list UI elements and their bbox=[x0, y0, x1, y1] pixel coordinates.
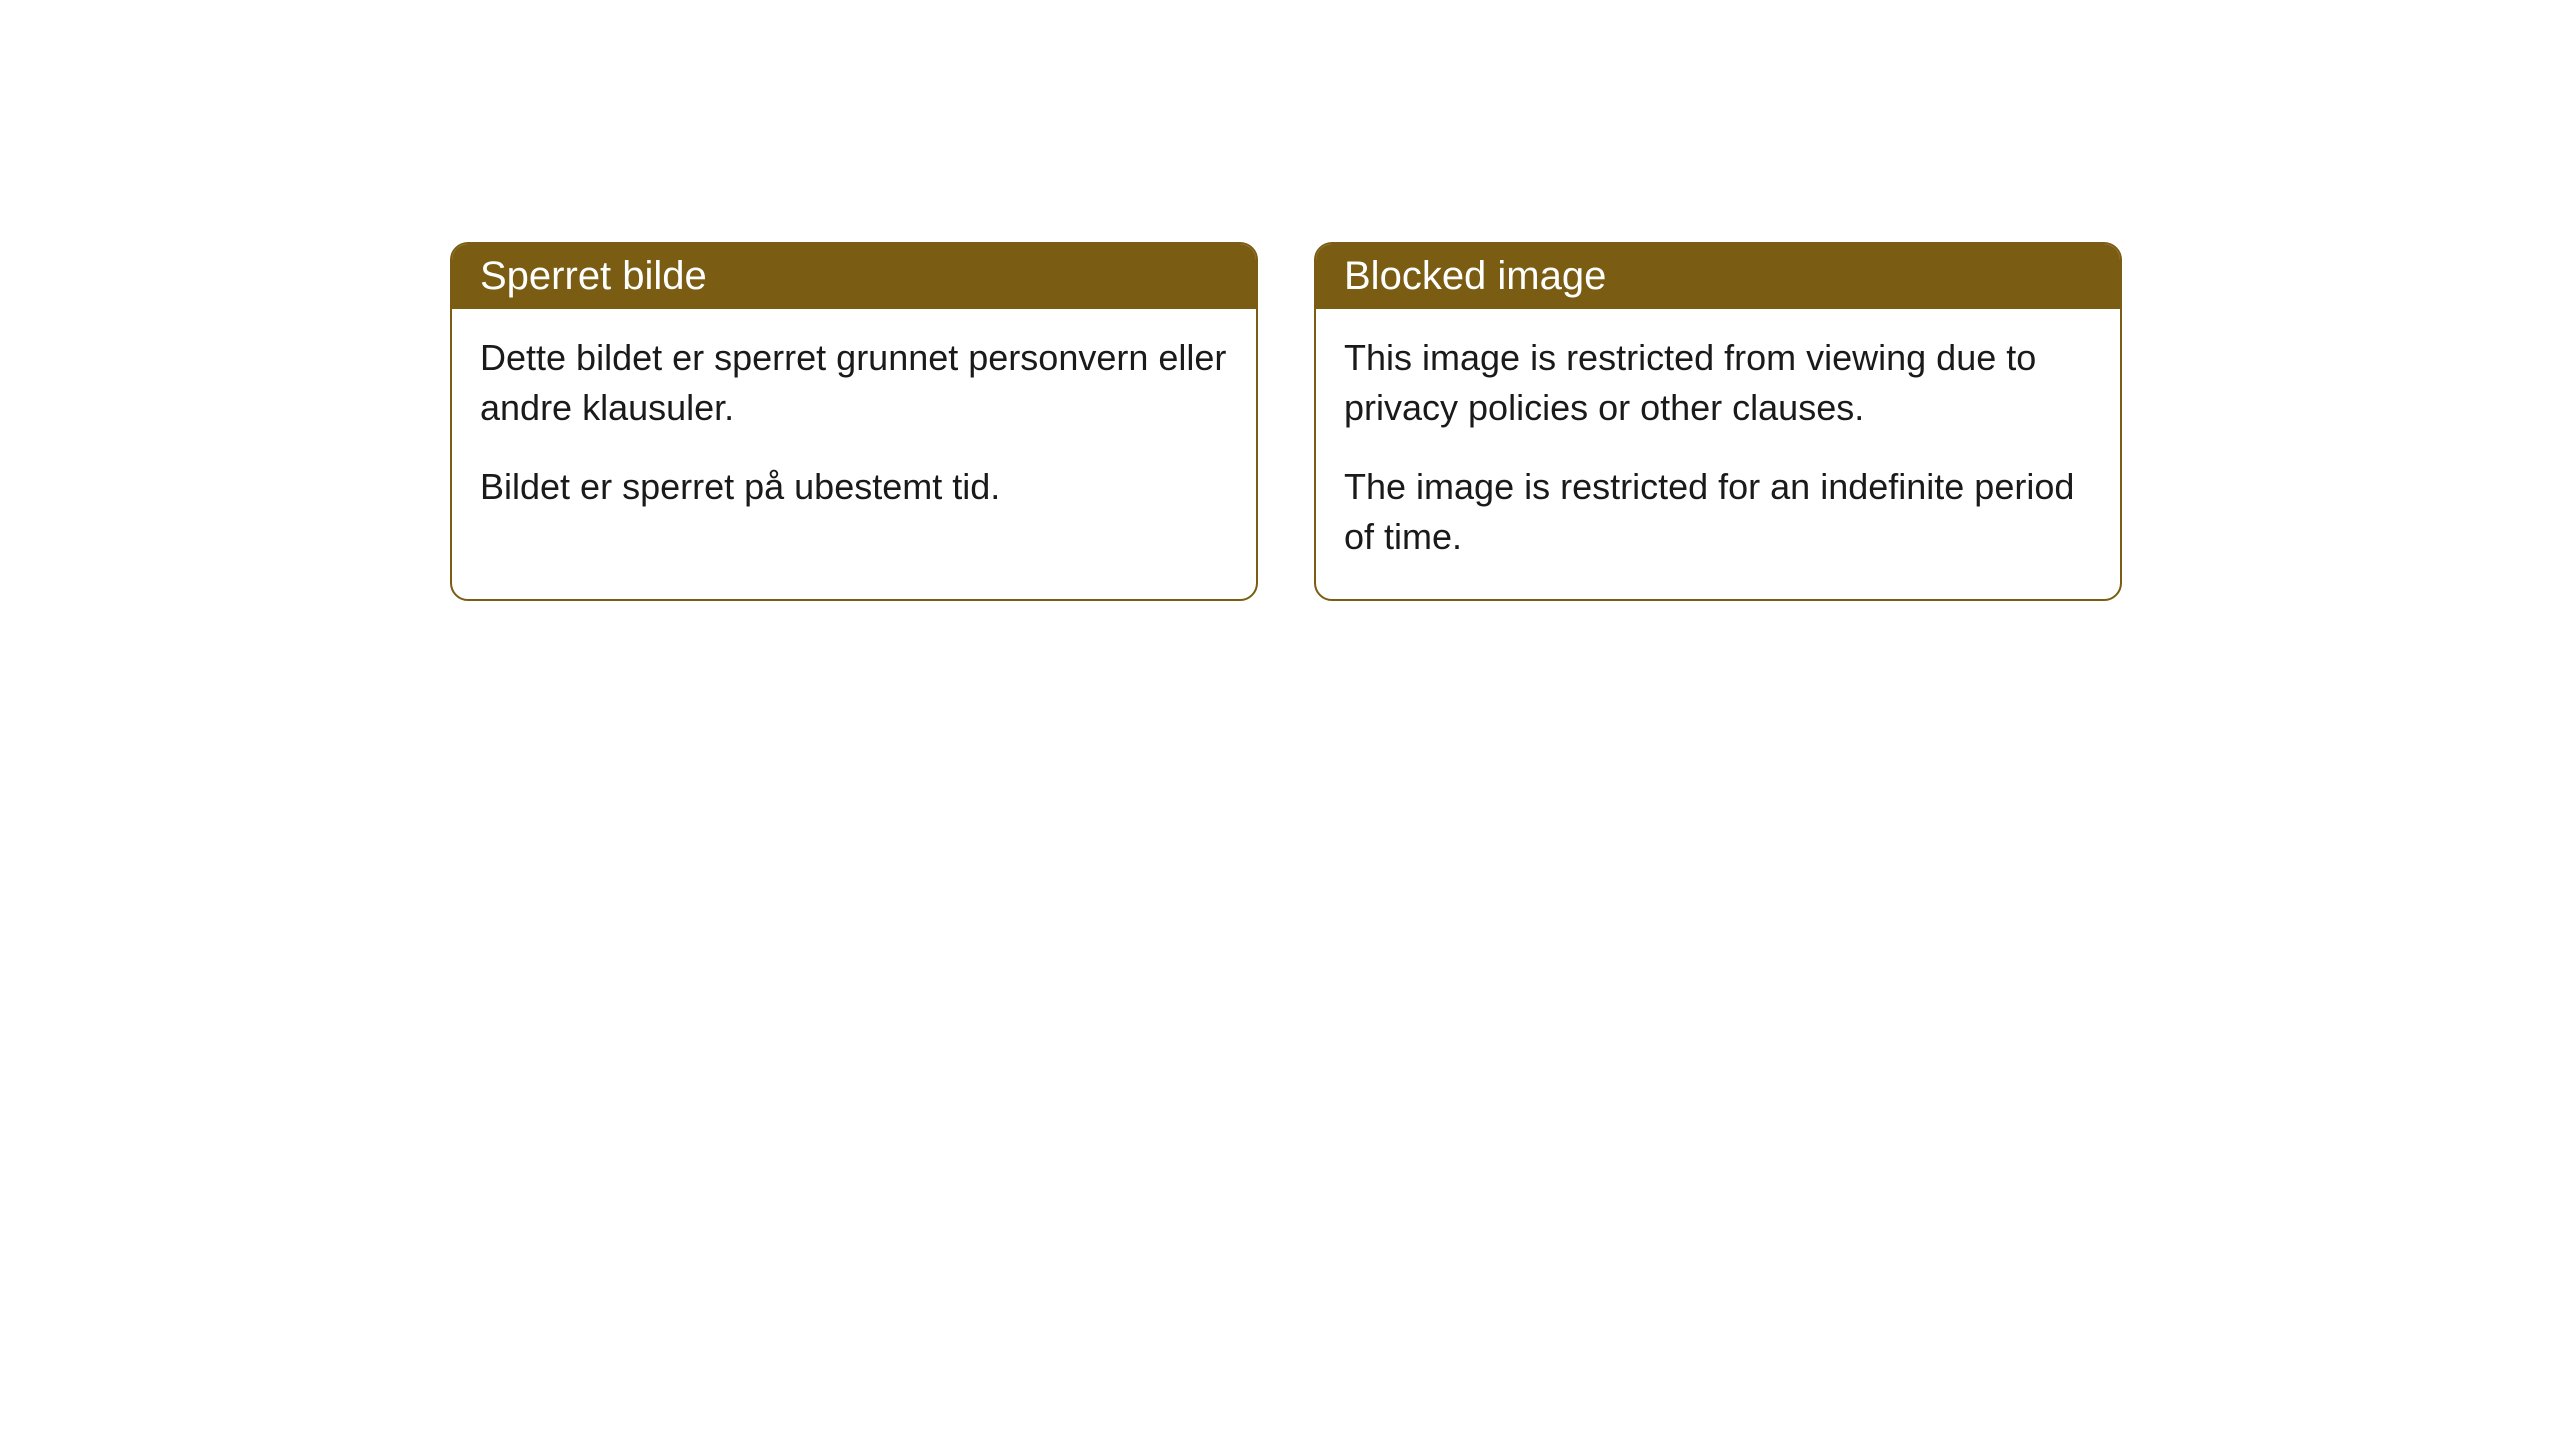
notice-card-norwegian: Sperret bilde Dette bildet er sperret gr… bbox=[450, 242, 1258, 601]
notice-body: Dette bildet er sperret grunnet personve… bbox=[452, 309, 1256, 548]
notice-card-english: Blocked image This image is restricted f… bbox=[1314, 242, 2122, 601]
notice-cards-container: Sperret bilde Dette bildet er sperret gr… bbox=[450, 242, 2560, 601]
notice-paragraph: This image is restricted from viewing du… bbox=[1344, 333, 2092, 434]
notice-header: Sperret bilde bbox=[452, 244, 1256, 309]
notice-paragraph: Dette bildet er sperret grunnet personve… bbox=[480, 333, 1228, 434]
notice-paragraph: The image is restricted for an indefinit… bbox=[1344, 462, 2092, 563]
notice-body: This image is restricted from viewing du… bbox=[1316, 309, 2120, 599]
notice-title: Sperret bilde bbox=[480, 254, 707, 298]
notice-header: Blocked image bbox=[1316, 244, 2120, 309]
notice-paragraph: Bildet er sperret på ubestemt tid. bbox=[480, 462, 1228, 512]
notice-title: Blocked image bbox=[1344, 254, 1606, 298]
